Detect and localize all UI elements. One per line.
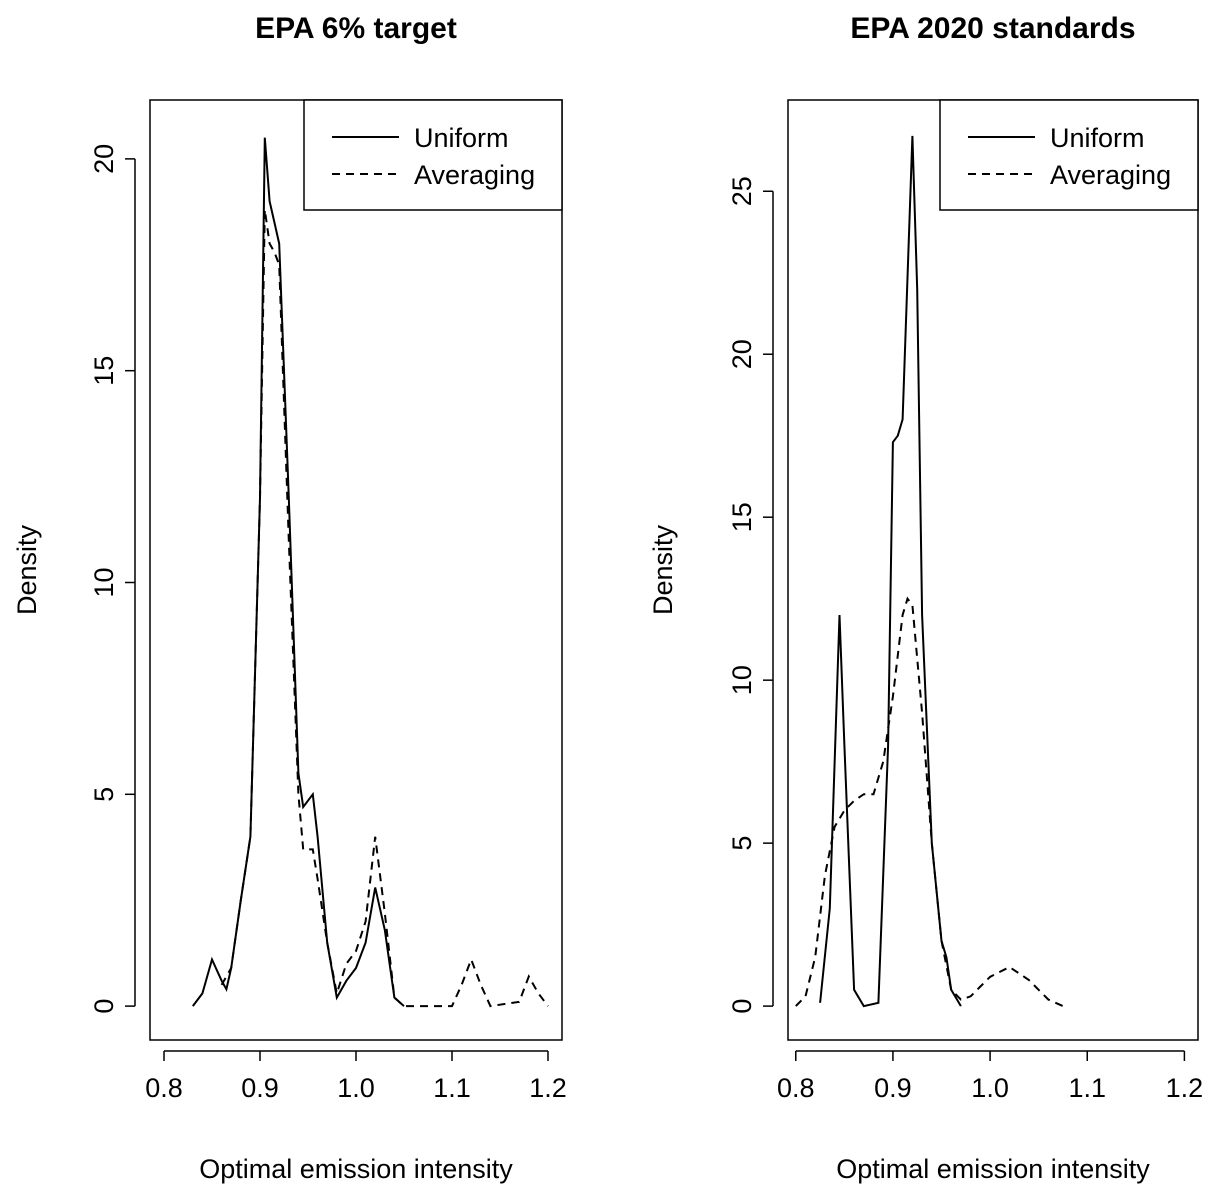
y-tick-label: 0 <box>727 999 757 1014</box>
x-tick-label: 1.0 <box>337 1073 375 1103</box>
x-tick-label: 0.8 <box>777 1073 815 1103</box>
y-axis-label: Density <box>648 524 678 615</box>
x-tick-label: 1.2 <box>529 1073 567 1103</box>
y-tick-label: 10 <box>89 567 119 597</box>
density-line <box>220 209 549 1008</box>
y-tick-label: 15 <box>89 356 119 386</box>
y-tick-label: 5 <box>89 787 119 802</box>
density-line <box>192 137 405 1007</box>
density-line <box>819 135 962 1008</box>
x-tick-label: 1.1 <box>1068 1073 1106 1103</box>
legend-label: Uniform <box>414 123 509 153</box>
legend-label: Averaging <box>1050 160 1171 190</box>
legend-label: Averaging <box>414 160 535 190</box>
x-tick-label: 1.0 <box>971 1073 1009 1103</box>
y-tick-label: 20 <box>727 339 757 369</box>
chart-title: EPA 2020 standards <box>850 12 1135 45</box>
x-axis-label: Optimal emission intensity <box>836 1154 1150 1184</box>
y-tick-label: 15 <box>727 502 757 532</box>
legend-box <box>303 99 563 211</box>
plot-frame <box>149 99 563 1041</box>
legend-label: Uniform <box>1050 123 1145 153</box>
legend-box <box>939 99 1199 211</box>
x-tick-label: 0.8 <box>145 1073 183 1103</box>
density-line <box>795 596 1064 1008</box>
chart-title: EPA 6% target <box>255 12 457 45</box>
x-axis-label: Optimal emission intensity <box>199 1154 513 1184</box>
x-tick-label: 0.9 <box>874 1073 912 1103</box>
y-axis-label: Density <box>12 524 42 615</box>
y-tick-label: 0 <box>89 999 119 1014</box>
y-tick-label: 10 <box>727 665 757 695</box>
x-tick-label: 1.1 <box>433 1073 471 1103</box>
y-tick-label: 20 <box>89 144 119 174</box>
y-tick-label: 5 <box>727 836 757 851</box>
x-tick-label: 1.2 <box>1166 1073 1204 1103</box>
x-tick-label: 0.9 <box>241 1073 279 1103</box>
y-tick-label: 25 <box>727 176 757 206</box>
